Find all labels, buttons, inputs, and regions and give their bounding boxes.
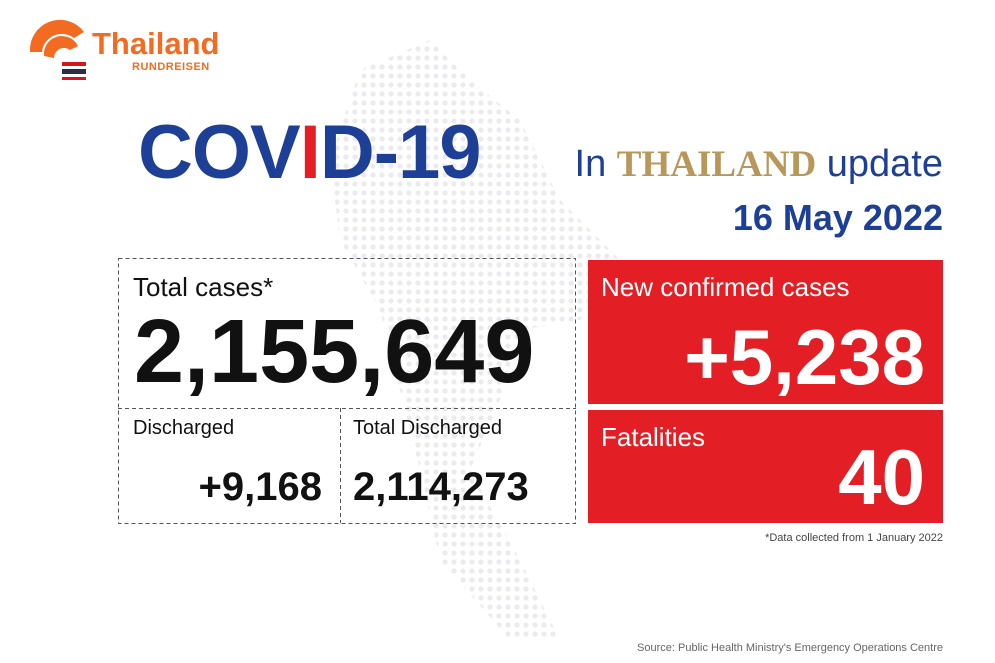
logo-name: Thailand [92, 26, 220, 61]
total-cases-value: 2,155,649 [134, 302, 535, 402]
total-discharged-label: Total Discharged [353, 417, 502, 439]
discharged-value: +9,168 [198, 465, 322, 509]
logo-subtitle: RUNDREISEN [132, 61, 210, 73]
subtitle-in: In [574, 143, 607, 185]
new-cases-label: New confirmed cases [601, 272, 850, 302]
fatalities-box [588, 410, 943, 523]
logo-icon [29, 19, 86, 80]
map-background [330, 40, 620, 640]
total-discharged-value: 2,114,273 [353, 465, 529, 509]
fatalities-label: Fatalities [601, 422, 706, 452]
subtitle-country: THAILAND [616, 144, 817, 185]
title: COVID-19 [138, 115, 482, 191]
footnote: *Data collected from 1 January 2022 [765, 532, 943, 544]
new-cases-value: +5,238 [684, 313, 925, 401]
discharged-label: Discharged [133, 417, 235, 439]
date: 16 May 2022 [732, 197, 943, 238]
subtitle-update: update [826, 143, 943, 185]
left-box-border [118, 258, 576, 524]
fatalities-value: 40 [838, 433, 925, 521]
total-cases-label: Total cases* [133, 272, 274, 302]
new-cases-box [588, 260, 943, 404]
subtitle: In THAILAND update [575, 145, 943, 183]
title-part: D-19 [319, 110, 482, 195]
source: Source: Public Health Ministry's Emergen… [637, 642, 943, 654]
title-part: COV [138, 110, 301, 195]
title-part: I [299, 110, 321, 195]
